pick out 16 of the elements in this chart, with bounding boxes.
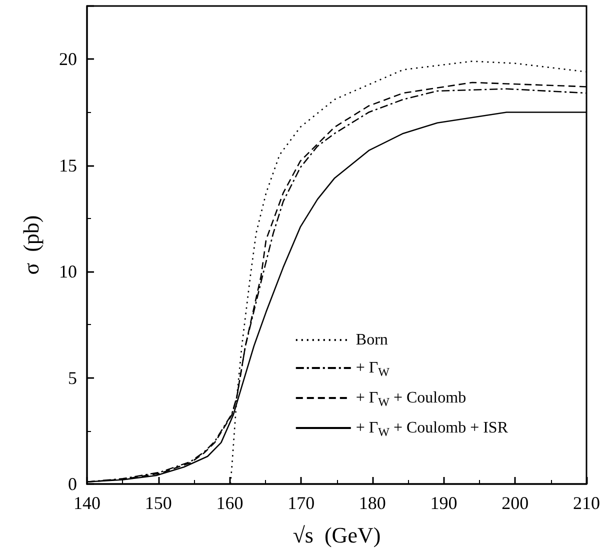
x-tick-label: 210: [573, 493, 600, 513]
y-tick-label: 15: [59, 155, 77, 176]
x-tick-label: 160: [216, 493, 244, 513]
x-tick-label: 200: [502, 493, 529, 513]
legend-label: Born: [356, 332, 388, 348]
x-tick-label: 190: [430, 493, 458, 513]
x-tick-label: 140: [74, 493, 100, 513]
x-tick-label: 150: [144, 493, 172, 513]
x-axis-title: √s (GeV): [292, 522, 381, 548]
y-tick-label: 20: [59, 49, 77, 70]
y-tick-label: 0: [68, 474, 77, 494]
y-tick-label: 10: [59, 262, 77, 282]
y-tick-label: 5: [68, 368, 77, 388]
y-axis-title: σ (pb): [18, 215, 44, 275]
x-tick-label: 170: [288, 493, 315, 513]
x-tick-label: 180: [358, 493, 386, 513]
